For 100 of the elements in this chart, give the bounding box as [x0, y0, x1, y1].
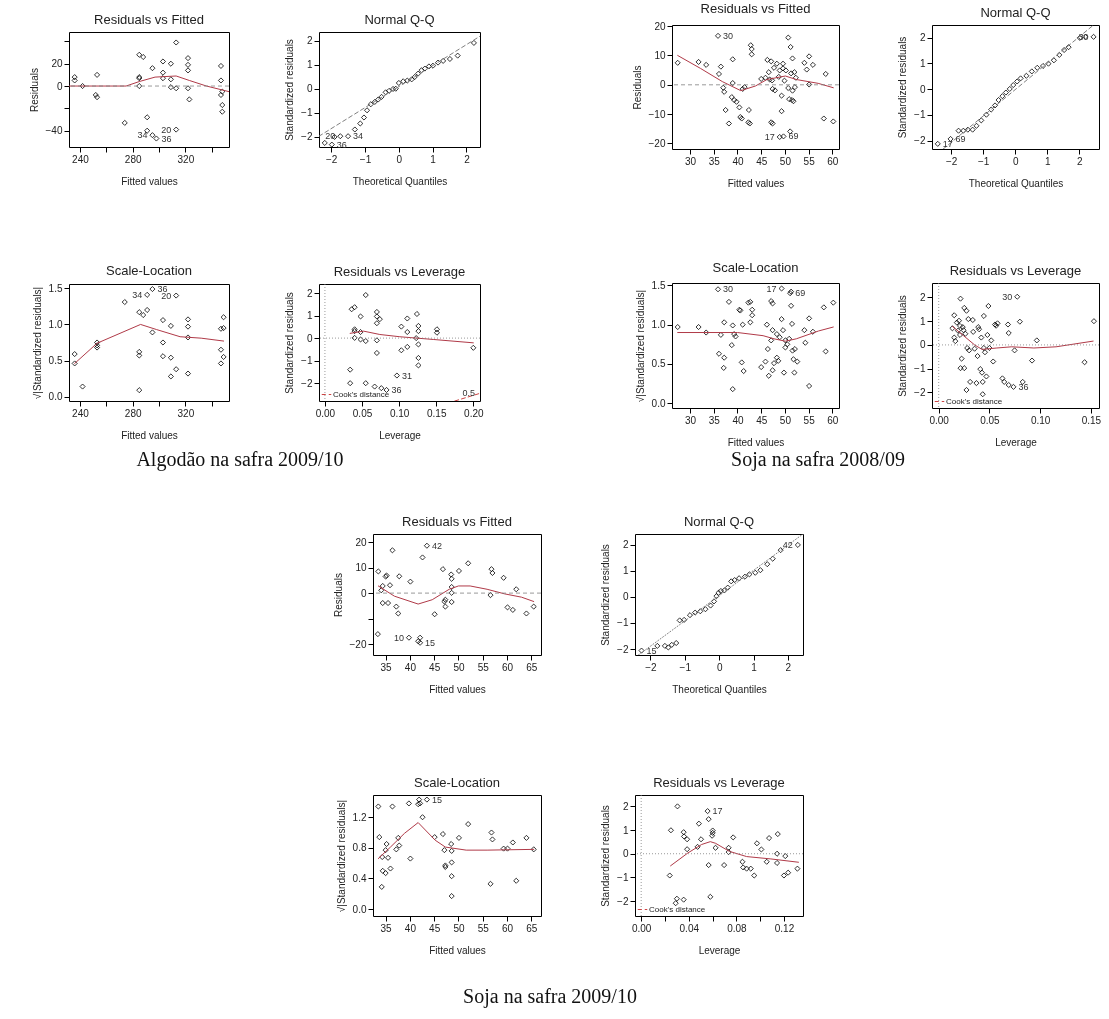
point [383, 841, 390, 847]
chart-title: Normal Q-Q [683, 514, 755, 529]
point [764, 561, 771, 568]
point [423, 796, 430, 803]
point [435, 59, 442, 66]
point [684, 836, 691, 843]
x-tick-label: 55 [803, 414, 816, 426]
x-tick-label: 280 [124, 407, 142, 419]
point [417, 634, 424, 641]
x-axis-title: Leverage [379, 429, 422, 441]
x-tick-label: 0 [1012, 155, 1019, 167]
point [185, 323, 191, 330]
point [144, 114, 151, 121]
x-tick-label: 45 [429, 922, 441, 934]
point [487, 880, 494, 887]
x-tick-label: 35 [708, 155, 721, 167]
point [488, 566, 495, 573]
point [219, 108, 226, 115]
point [638, 647, 645, 654]
point [442, 603, 449, 610]
point [378, 385, 385, 392]
point [960, 127, 967, 134]
point [218, 346, 224, 353]
point [218, 92, 224, 98]
point [387, 582, 393, 589]
x-tick-label: 1 [430, 153, 437, 165]
point [351, 126, 358, 133]
y-tick-label: 2 [306, 35, 313, 47]
point [94, 94, 101, 101]
point [702, 606, 709, 613]
annotation: 10 [393, 632, 404, 643]
point [680, 896, 687, 903]
x-axis-title: Fitted values [429, 944, 486, 956]
point [774, 850, 781, 857]
point [415, 354, 422, 361]
point [357, 329, 364, 335]
point [711, 598, 717, 605]
annotation: 30 [1002, 291, 1013, 302]
point [697, 608, 704, 615]
x-tick-label: 240 [72, 407, 90, 419]
point [448, 599, 455, 605]
x-tick-label: 0.08 [727, 922, 748, 934]
point [404, 315, 411, 322]
point [740, 864, 747, 871]
point [376, 316, 383, 323]
point [413, 311, 420, 317]
y-tick-label: −40 [45, 125, 63, 137]
point [140, 312, 147, 319]
point [404, 77, 411, 84]
point [419, 554, 426, 561]
point [1034, 64, 1041, 71]
point [219, 88, 226, 95]
annotation: 36 [161, 133, 172, 144]
x-tick-label: 40 [732, 414, 744, 426]
chart-title: Residuals vs Leverage [949, 262, 1082, 278]
x-axis-title: Fitted values [429, 683, 486, 695]
x-tick-label: 40 [404, 661, 417, 673]
y-tick-label: −10 [648, 108, 666, 120]
line-series [670, 841, 799, 867]
point [713, 593, 720, 600]
y-axis-title: Standardized residuals [600, 805, 612, 907]
point [995, 97, 1002, 103]
point [371, 383, 378, 390]
x-axis-title: Theoretical Quantiles [352, 175, 448, 187]
x-tick-label: 60 [827, 155, 839, 167]
point [375, 803, 382, 810]
point [439, 831, 446, 838]
point [705, 816, 712, 823]
point [396, 842, 403, 849]
point [448, 859, 455, 866]
chart-title: Normal Q-Q [364, 12, 435, 27]
y-tick-label: 0.5 [651, 358, 666, 370]
x-tick-label: 320 [177, 407, 195, 419]
point [736, 575, 743, 582]
point [794, 541, 801, 548]
point [988, 106, 995, 113]
chart-title: Residuals vs Fitted [94, 12, 204, 27]
point [423, 542, 430, 549]
point [220, 325, 227, 332]
x-tick-label: 320 [177, 153, 195, 165]
annotation: 0.5 [462, 388, 475, 399]
point [347, 380, 354, 387]
point [385, 600, 391, 606]
point [1028, 68, 1035, 75]
point [1014, 78, 1021, 85]
y-tick-label: −20 [648, 137, 666, 149]
x-tick-label: −2 [945, 155, 958, 167]
point [448, 873, 455, 880]
point [695, 820, 702, 827]
x-tick-label: 60 [501, 661, 514, 673]
y-tick-label: −1 [914, 109, 926, 121]
point [375, 568, 382, 575]
point [393, 846, 400, 853]
y-tick-label: 1 [919, 57, 926, 69]
y-tick-label: 10 [654, 49, 666, 61]
point [666, 872, 673, 879]
y-tick-label: 0.0 [352, 903, 367, 915]
point [709, 832, 716, 839]
point [94, 71, 101, 78]
point [969, 126, 976, 133]
